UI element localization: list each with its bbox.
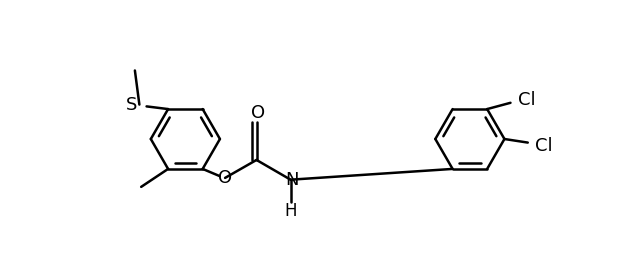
Text: H: H: [284, 202, 297, 220]
Text: O: O: [252, 104, 266, 122]
Text: O: O: [218, 169, 232, 187]
Text: Cl: Cl: [535, 137, 553, 155]
Text: S: S: [125, 96, 137, 114]
Text: N: N: [285, 171, 298, 189]
Text: Cl: Cl: [518, 91, 536, 109]
